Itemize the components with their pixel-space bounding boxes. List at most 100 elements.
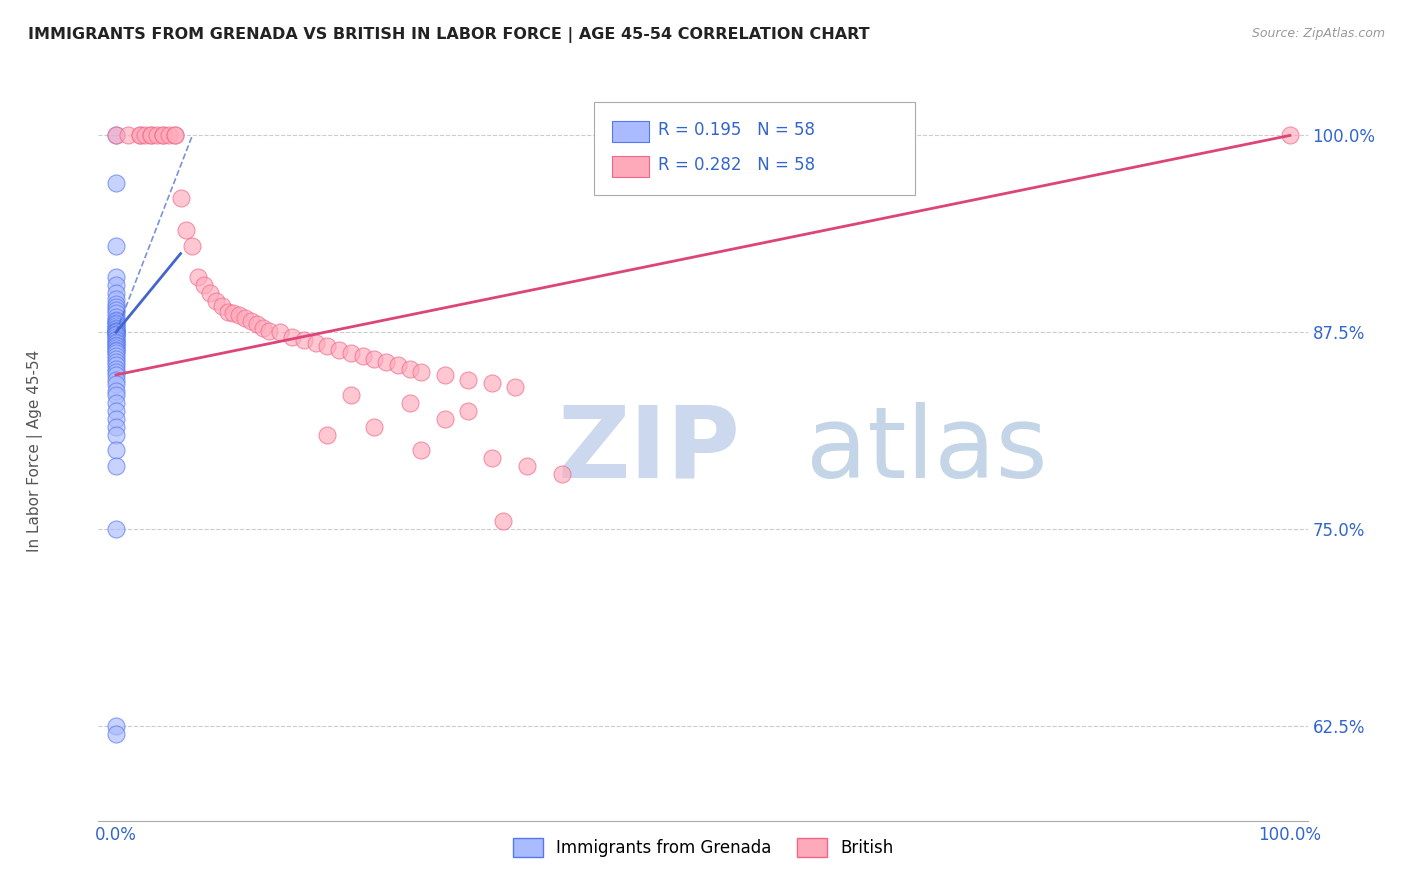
Point bbox=[105, 322, 128, 336]
Point bbox=[105, 349, 128, 363]
Point bbox=[105, 427, 128, 442]
Point bbox=[181, 238, 204, 252]
Text: Source: ZipAtlas.com: Source: ZipAtlas.com bbox=[1251, 27, 1385, 40]
Point bbox=[105, 128, 128, 143]
Point bbox=[492, 514, 515, 528]
Point bbox=[398, 396, 420, 410]
Point bbox=[128, 128, 150, 143]
Point bbox=[105, 318, 128, 332]
Text: atlas: atlas bbox=[806, 402, 1047, 499]
Point bbox=[105, 341, 128, 355]
Point bbox=[105, 270, 128, 285]
Point bbox=[217, 305, 239, 319]
Text: R = 0.195   N = 58: R = 0.195 N = 58 bbox=[658, 121, 815, 139]
Text: R = 0.282   N = 58: R = 0.282 N = 58 bbox=[658, 156, 815, 175]
Point bbox=[146, 128, 169, 143]
Point bbox=[551, 467, 574, 481]
Point bbox=[105, 404, 128, 418]
Point bbox=[105, 326, 128, 341]
Point bbox=[128, 128, 150, 143]
Point bbox=[105, 334, 128, 349]
Point bbox=[105, 373, 128, 387]
Point bbox=[105, 344, 128, 359]
Point bbox=[105, 727, 128, 741]
Point bbox=[481, 376, 503, 390]
Point bbox=[340, 388, 363, 402]
Point bbox=[222, 306, 245, 320]
Point bbox=[105, 278, 128, 293]
Point bbox=[105, 368, 128, 382]
Point bbox=[281, 330, 304, 344]
Point bbox=[105, 328, 128, 343]
Point bbox=[1278, 128, 1301, 143]
Point bbox=[363, 352, 385, 367]
Point bbox=[105, 324, 128, 338]
Point bbox=[352, 349, 374, 363]
Point bbox=[105, 719, 128, 733]
Point bbox=[105, 420, 128, 434]
Point bbox=[105, 522, 128, 536]
Point bbox=[105, 285, 128, 300]
Point bbox=[105, 384, 128, 398]
Point bbox=[398, 361, 420, 376]
Point bbox=[105, 176, 128, 190]
Point bbox=[134, 128, 156, 143]
Point bbox=[105, 326, 128, 341]
Point bbox=[105, 318, 128, 333]
Point bbox=[105, 332, 128, 346]
Point bbox=[105, 310, 128, 324]
Point bbox=[152, 128, 174, 143]
Point bbox=[228, 308, 250, 322]
Point bbox=[105, 443, 128, 458]
Point bbox=[252, 320, 274, 334]
Point bbox=[105, 326, 128, 340]
Point bbox=[105, 128, 128, 143]
Point bbox=[105, 361, 128, 376]
Point bbox=[105, 377, 128, 392]
Point bbox=[105, 338, 128, 352]
Point bbox=[105, 339, 128, 353]
Bar bbox=[613, 121, 648, 142]
Point bbox=[411, 365, 433, 379]
Point bbox=[169, 191, 191, 205]
Point bbox=[105, 359, 128, 373]
Point bbox=[105, 459, 128, 474]
Point bbox=[433, 368, 456, 382]
Point bbox=[193, 278, 215, 293]
Y-axis label: In Labor Force | Age 45-54: In Labor Force | Age 45-54 bbox=[27, 350, 42, 551]
Point bbox=[105, 303, 128, 318]
Point bbox=[105, 330, 128, 344]
Point bbox=[503, 380, 526, 394]
Point bbox=[105, 333, 128, 347]
Point bbox=[387, 359, 409, 373]
Point bbox=[105, 336, 128, 351]
Point bbox=[246, 318, 269, 332]
Point bbox=[433, 412, 456, 426]
Point bbox=[105, 314, 128, 328]
Point bbox=[141, 128, 163, 143]
Point bbox=[105, 312, 128, 326]
Point bbox=[481, 451, 503, 466]
Point bbox=[105, 324, 128, 338]
Point bbox=[516, 459, 538, 474]
Point bbox=[105, 396, 128, 410]
Point bbox=[187, 270, 209, 285]
Point bbox=[105, 320, 128, 334]
Point bbox=[316, 427, 339, 442]
Point bbox=[105, 365, 128, 379]
Legend: Immigrants from Grenada, British: Immigrants from Grenada, British bbox=[506, 831, 900, 864]
Point bbox=[105, 297, 128, 311]
Point bbox=[316, 339, 339, 353]
Point bbox=[105, 346, 128, 360]
Point bbox=[105, 343, 128, 357]
Point bbox=[304, 336, 326, 351]
Point bbox=[198, 285, 221, 300]
Point bbox=[105, 316, 128, 330]
Point bbox=[176, 223, 198, 237]
Point bbox=[211, 299, 233, 313]
Point bbox=[105, 412, 128, 426]
Point bbox=[105, 306, 128, 320]
Text: ZIP: ZIP bbox=[558, 402, 741, 499]
Point bbox=[105, 326, 128, 340]
Point bbox=[105, 355, 128, 369]
